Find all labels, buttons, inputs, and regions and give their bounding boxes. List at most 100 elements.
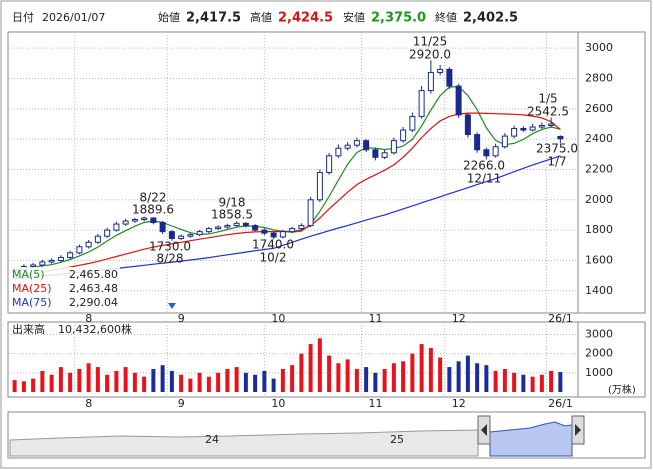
- y-tick-label: 2000: [585, 193, 613, 206]
- candle-body: [548, 123, 555, 126]
- candle-body: [326, 155, 333, 173]
- volume-bar: [206, 376, 211, 392]
- annotation-date: 10/2: [260, 251, 287, 265]
- volume-bar: [290, 365, 295, 392]
- volume-panel: [7, 321, 646, 398]
- volume-bar: [142, 376, 147, 392]
- volume-bar: [382, 369, 387, 392]
- price-panel: [7, 31, 646, 314]
- candle-body: [122, 220, 129, 225]
- candle-body: [298, 225, 305, 230]
- candle-body: [538, 124, 545, 128]
- volume-bar: [345, 359, 350, 392]
- volume-bar: [21, 381, 26, 392]
- low-label: 安値: [343, 10, 365, 24]
- volume-bar: [364, 367, 369, 392]
- candle-body: [94, 235, 101, 243]
- volume-unit: (万株): [608, 383, 636, 396]
- candle-body: [224, 225, 231, 228]
- candle-body: [344, 144, 351, 149]
- y-tick-label: 3000: [585, 328, 613, 341]
- navigator-selection: [489, 421, 573, 457]
- volume-bar: [86, 363, 91, 392]
- x-tick-label: 26/1: [548, 397, 573, 410]
- candle-body: [492, 146, 499, 157]
- volume-bar: [188, 378, 193, 392]
- candle-body: [113, 223, 120, 231]
- x-tick-label: 26/1: [548, 312, 573, 325]
- handle-arrow: [575, 424, 581, 436]
- candle-body: [215, 226, 222, 230]
- legend-value: 2,465.80: [69, 268, 118, 281]
- candle-body: [168, 231, 175, 239]
- volume-bar: [105, 374, 110, 392]
- candle-body: [464, 114, 471, 136]
- volume-bar: [169, 370, 174, 392]
- legend-value: 2,463.48: [69, 282, 118, 295]
- volume-bar: [40, 370, 45, 392]
- candle-body: [529, 126, 536, 131]
- candle-body: [233, 222, 240, 227]
- y-tick-label: 1000: [585, 366, 613, 379]
- candle-body: [400, 129, 407, 142]
- volume-bar: [465, 355, 470, 392]
- candle-body: [418, 90, 425, 117]
- candle-body: [196, 231, 203, 236]
- x-tick-label: 12: [452, 397, 466, 410]
- annotation-price: 1730.0: [149, 240, 191, 254]
- volume-bar: [539, 374, 544, 392]
- x-tick-label: 8: [85, 397, 92, 410]
- navigator-label: 24: [205, 433, 219, 446]
- volume-bar: [216, 372, 221, 392]
- volume-bar: [271, 378, 276, 392]
- candle-body: [335, 147, 342, 157]
- candle-body: [104, 229, 111, 237]
- x-tick-label: 11: [369, 397, 383, 410]
- legend-box: [10, 267, 120, 311]
- candle-body: [48, 259, 55, 263]
- volume-bar: [447, 367, 452, 392]
- candle-body: [67, 252, 74, 258]
- volume-bar: [502, 369, 507, 392]
- volume-bar: [456, 361, 461, 392]
- annotation-date: 1/7: [547, 155, 566, 169]
- handle-arrow: [481, 424, 487, 436]
- candle-body: [279, 231, 286, 238]
- candle-body: [363, 140, 370, 151]
- candle-body: [307, 199, 314, 227]
- candle-body: [150, 217, 157, 224]
- volume-bar: [114, 370, 119, 392]
- x-tick-label: 11: [369, 312, 383, 325]
- volume-bar: [31, 378, 36, 392]
- open-value: 2,417.5: [186, 11, 241, 26]
- y-tick-label: 2000: [585, 347, 613, 360]
- candle-body: [455, 85, 462, 116]
- candle-body: [316, 172, 323, 201]
- volume-bar: [58, 367, 63, 392]
- annotation-date: 8/22: [140, 191, 167, 205]
- candle-body: [289, 228, 296, 233]
- volume-bar: [336, 363, 341, 392]
- volume-bar: [262, 370, 267, 392]
- volume-bar: [558, 372, 563, 392]
- volume-bar: [438, 357, 443, 392]
- volume-bar: [234, 367, 239, 392]
- volume-bar: [151, 369, 156, 392]
- low-value: 2,375.0: [371, 11, 426, 26]
- y-tick-label: 1600: [585, 253, 613, 266]
- candle-body: [57, 256, 64, 261]
- volume-bar: [95, 367, 100, 392]
- candle-body: [252, 225, 259, 231]
- candle-body: [353, 140, 360, 146]
- close-value: 2,402.5: [463, 11, 518, 26]
- y-tick-label: 2400: [585, 132, 613, 145]
- volume-bar: [179, 374, 184, 392]
- annotation-price: 1858.5: [211, 208, 253, 222]
- candle-body: [381, 152, 388, 158]
- x-tick-label: 9: [178, 312, 185, 325]
- volume-bar: [243, 372, 248, 392]
- y-tick-label: 2800: [585, 71, 613, 84]
- annotation-price: 2920.0: [409, 48, 451, 62]
